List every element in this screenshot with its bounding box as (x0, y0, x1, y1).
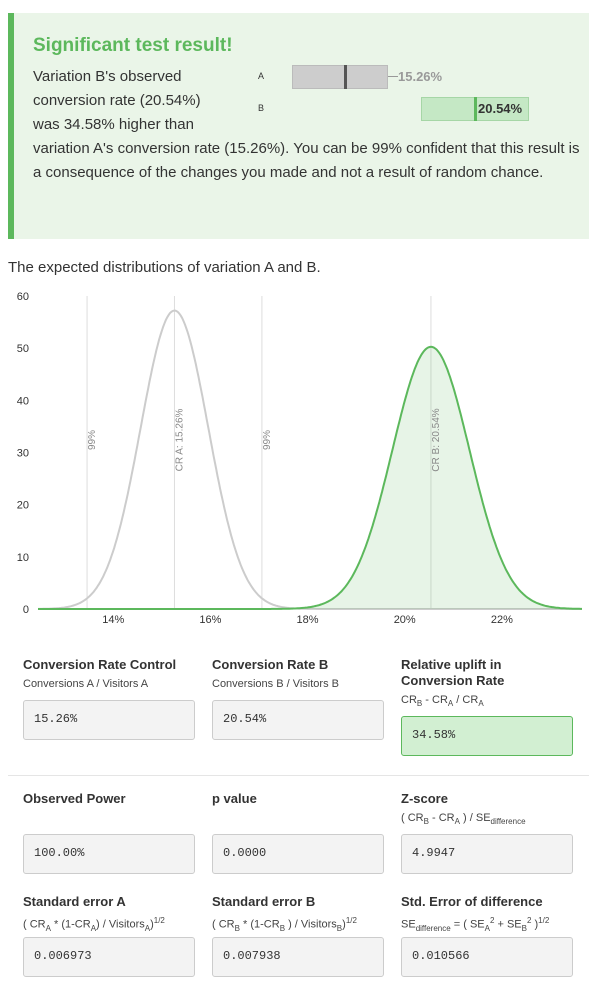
mini-connector-a (388, 76, 398, 77)
card-cr-b: Conversion Rate B Conversions B / Visito… (212, 657, 384, 740)
cr-control-field: 15.26% (23, 700, 195, 740)
se-diff-field: 0.010566 (401, 937, 573, 977)
card-title-line2: Conversion Rate (401, 673, 505, 688)
card-title: Conversion Rate Control (23, 657, 177, 672)
card-se-a: Standard error A ( CRA * (1-CRA) / Visit… (23, 894, 195, 977)
se-a-field: 0.006973 (23, 937, 195, 977)
card-pvalue: p value 0.0000 (212, 791, 384, 874)
card-title: Standard error A (23, 894, 126, 909)
series-line-a (38, 309, 582, 610)
x-tick-label: 16% (199, 614, 221, 626)
uplift-field: 34.58% (401, 716, 573, 756)
se-b-field: 0.007938 (212, 937, 384, 977)
card-formula: Conversions B / Visitors B (212, 678, 339, 690)
annotation-label: 99% (262, 430, 273, 450)
card-formula: SEdifference = ( SEA2 + SEB2 )1/2 (401, 916, 550, 933)
result-text-line1: Variation B's observed (33, 68, 182, 85)
x-tick-label: 18% (297, 614, 319, 626)
result-text: Variation B's observed conversion rate (… (33, 65, 588, 185)
mini-label-a: A (258, 71, 265, 81)
y-tick-label: 0 (23, 604, 29, 616)
divider (8, 775, 589, 776)
y-tick-label: 20 (17, 500, 29, 512)
x-tick-label: 22% (491, 614, 513, 626)
cr-b-field: 20.54% (212, 700, 384, 740)
result-banner: Significant test result! Variation B's o… (8, 13, 589, 239)
series-line-b (38, 345, 582, 610)
x-tick-label: 20% (394, 614, 416, 626)
mini-value-a: 15.26% (398, 69, 443, 84)
card-title: p value (212, 791, 257, 806)
card-title: Z-score (401, 791, 448, 806)
x-tick-label: 14% (102, 614, 124, 626)
result-text-rest: variation A's conversion rate (15.26%). … (33, 140, 580, 181)
mini-label-b: B (258, 103, 265, 113)
card-title: Std. Error of difference (401, 894, 543, 909)
mini-marker-b (474, 97, 477, 121)
zscore-field: 4.9947 (401, 834, 573, 874)
card-title: Standard error B (212, 894, 316, 909)
card-title-line1: Relative uplift in (401, 657, 502, 672)
y-tick-label: 40 (17, 395, 29, 407)
card-se-b: Standard error B ( CRB * (1-CRB ) / Visi… (212, 894, 384, 977)
y-tick-label: 50 (17, 343, 29, 355)
result-text-line3: was 34.58% higher than (33, 116, 194, 133)
card-cr-control: Conversion Rate Control Conversions A / … (23, 657, 195, 740)
card-uplift: Relative uplift in Conversion Rate CRB -… (401, 657, 573, 756)
card-se-diff: Std. Error of difference SEdifference = … (401, 894, 573, 977)
chart-title: The expected distributions of variation … (8, 259, 321, 276)
y-tick-label: 60 (17, 291, 29, 303)
card-title: Conversion Rate B (212, 657, 329, 672)
annotation-label: 99% (87, 430, 98, 450)
power-field: 100.00% (23, 834, 195, 874)
mini-value-b: 20.54% (478, 101, 523, 116)
result-title: Significant test result! (33, 35, 233, 56)
series-area-b (38, 346, 582, 609)
mini-bar-a (292, 65, 388, 89)
pvalue-field: 0.0000 (212, 834, 384, 874)
card-formula: Conversions A / Visitors A (23, 678, 149, 690)
mini-marker-a (344, 65, 347, 89)
card-formula: CRB - CRA / CRA (401, 694, 484, 709)
annotation-label: CR B: 20.54% (431, 408, 442, 471)
card-title: Observed Power (23, 791, 126, 806)
card-formula: ( CRA * (1-CRA) / VisitorsA)1/2 (23, 916, 165, 933)
annotation-label: CR A: 15.26% (174, 408, 185, 471)
distribution-chart: 0 10 20 30 40 50 60 99% CR A: 15.26% 99% CR B: 20.… (17, 291, 582, 626)
y-tick-label: 10 (17, 552, 29, 564)
card-formula: ( CRB * (1-CRB ) / VisitorsB)1/2 (212, 916, 357, 933)
card-formula: ( CRB - CRA ) / SEdifference (401, 812, 526, 827)
result-text-line2: conversion rate (20.54%) (33, 92, 201, 109)
card-power: Observed Power 100.00% (23, 791, 195, 874)
card-zscore: Z-score ( CRB - CRA ) / SEdifference 4.9… (401, 791, 573, 874)
y-tick-label: 30 (17, 448, 29, 460)
